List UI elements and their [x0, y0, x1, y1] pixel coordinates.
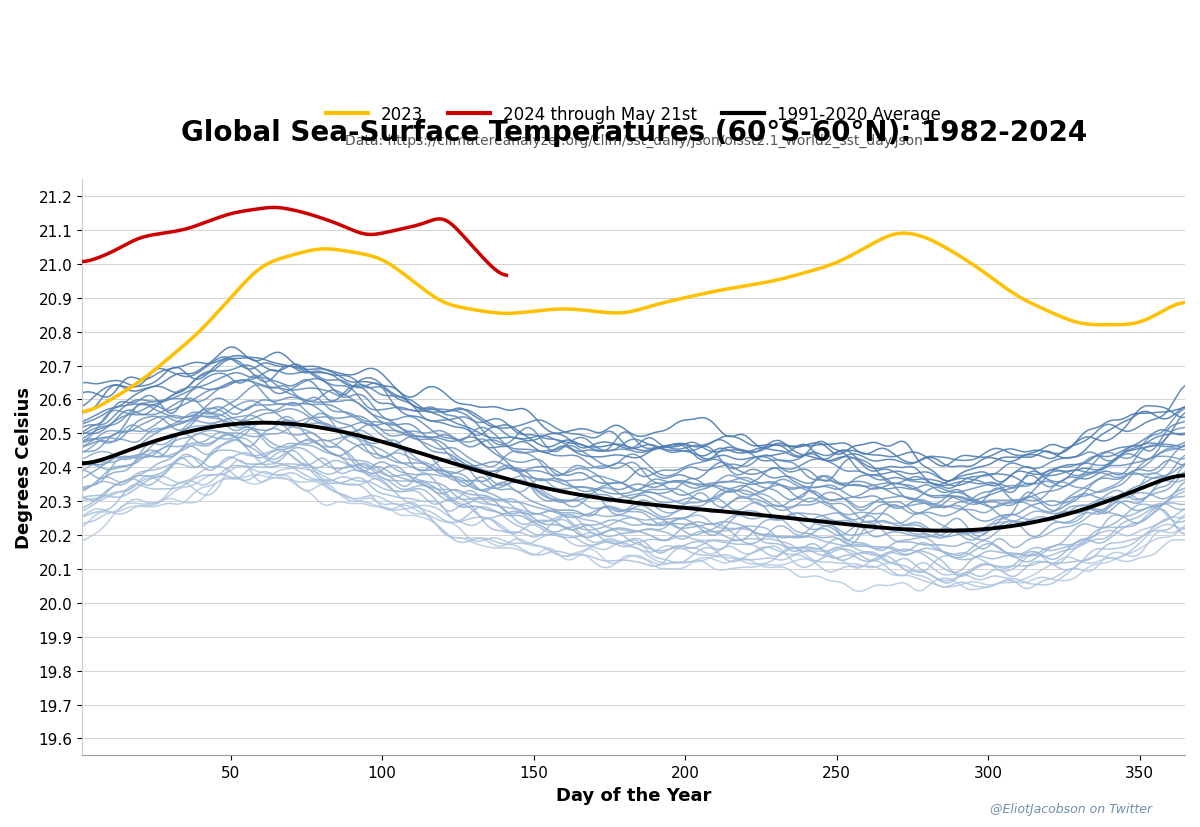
Text: @EliotJacobson on Twitter: @EliotJacobson on Twitter [990, 801, 1152, 815]
Y-axis label: Degrees Celsius: Degrees Celsius [14, 387, 32, 548]
Title: Global Sea-Surface Temperatures (60°S-60°N): 1982-2024: Global Sea-Surface Temperatures (60°S-60… [180, 119, 1087, 147]
Legend: 2023, 2024 through May 21st, 1991-2020 Average: 2023, 2024 through May 21st, 1991-2020 A… [319, 99, 948, 130]
Text: Data: https://climatereanalyzer.org/clim/sst_daily/json/oisst2.1_world2_sst_day.: Data: https://climatereanalyzer.org/clim… [344, 134, 923, 148]
X-axis label: Day of the Year: Day of the Year [556, 786, 712, 804]
